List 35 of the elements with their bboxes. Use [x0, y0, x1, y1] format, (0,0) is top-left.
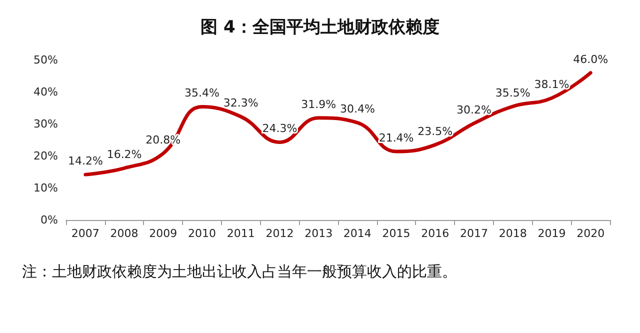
- y-tick-label: 40%: [34, 86, 58, 98]
- x-tick-label: 2017: [460, 227, 488, 240]
- data-label: 14.2%: [68, 154, 103, 168]
- x-tick-label: 2014: [343, 227, 372, 240]
- x-tick-label: 2011: [226, 227, 255, 240]
- chart-title: 图 4：全国平均土地财政依赖度: [200, 18, 440, 38]
- x-tick-label: 2020: [576, 227, 605, 240]
- data-label: 31.9%: [301, 98, 336, 111]
- data-label: 30.4%: [340, 102, 375, 116]
- x-tick-label: 2008: [110, 227, 138, 240]
- y-tick-label: 30%: [34, 118, 58, 130]
- data-label: 23.5%: [418, 124, 453, 138]
- x-tick-label: 2013: [304, 227, 333, 240]
- x-tick-label: 2018: [498, 227, 527, 240]
- y-tick-label: 50%: [34, 54, 58, 66]
- data-label: 35.4%: [184, 86, 220, 100]
- y-tick-label: 0%: [40, 214, 58, 226]
- data-label: 32.3%: [223, 96, 258, 110]
- x-tick-label: 2007: [71, 227, 100, 240]
- x-tick-label: 2016: [421, 227, 450, 240]
- data-label: 46.0%: [573, 52, 608, 66]
- data-label: 16.2%: [106, 148, 142, 162]
- x-tick-label: 2015: [382, 227, 410, 240]
- data-label: 21.4%: [378, 132, 414, 145]
- data-label: 35.5%: [495, 86, 530, 100]
- x-tick-label: 2012: [266, 227, 294, 240]
- y-tick-label: 10%: [34, 182, 58, 194]
- data-label: 30.2%: [456, 103, 492, 116]
- y-tick-label: 20%: [34, 150, 58, 162]
- x-tick-label: 2010: [188, 227, 216, 240]
- data-label: 24.3%: [262, 122, 298, 136]
- x-tick-label: 2019: [538, 227, 566, 240]
- x-tick-label: 2009: [149, 227, 178, 240]
- data-label: 38.1%: [534, 78, 570, 92]
- text: 注：土地财政依赖度为土地出让收入占当年一般预算收入的比重。: [22, 262, 457, 280]
